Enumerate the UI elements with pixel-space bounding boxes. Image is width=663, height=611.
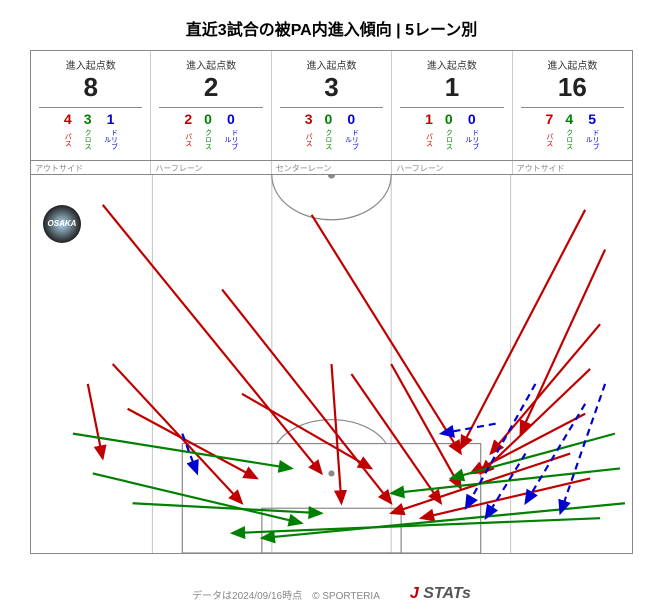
lane-cross-label: クロス: [325, 128, 332, 152]
lane-breakdown: 3パス0クロス0ドリブル: [272, 112, 391, 151]
lane-dribble-count: 1: [107, 112, 115, 127]
arrow-pass: [332, 364, 342, 503]
lane-header-label: 進入起点数: [272, 57, 391, 72]
lane-cross-label: クロス: [84, 128, 91, 152]
arrow-dribble: [560, 383, 605, 512]
lane-name: アウトサイド: [31, 161, 151, 174]
lane-total: 16: [521, 72, 624, 108]
arrow-pass: [391, 364, 461, 488]
lane-names-row: アウトサイドハーフレーンセンターレーンハーフレーンアウトサイド: [30, 160, 633, 174]
lane-total: 8: [39, 72, 142, 108]
lane-cross-label: クロス: [445, 128, 452, 152]
lane-total: 3: [280, 72, 383, 108]
lane-dribble-label: ドリブル: [585, 128, 599, 152]
lane-column: 進入起点数33パス0クロス0ドリブル: [272, 51, 392, 160]
arrow-dribble: [525, 403, 585, 502]
arrow-pass: [312, 214, 461, 453]
lane-dribble-count: 0: [227, 112, 235, 127]
pitch-svg: [31, 175, 632, 553]
lane-breakdown: 1パス0クロス0ドリブル: [392, 112, 511, 151]
lane-column: 進入起点数16 7パス 4クロス 5ドリブル: [513, 51, 632, 160]
lane-breakdown: 2パス0クロス0ドリブル: [151, 112, 270, 151]
lane-pass-label: パス: [64, 128, 71, 152]
lane-pass-label: パス: [426, 128, 433, 152]
arrow-pass: [521, 249, 606, 433]
chart-container: 直近3試合の被PA内進入傾向 | 5レーン別 進入起点数84パス3クロス1ドリブ…: [0, 0, 663, 611]
lane-header-label: 進入起点数: [513, 57, 632, 72]
lane-pass-label: パス: [546, 128, 553, 152]
arrow-pass: [471, 413, 585, 473]
lane-dribble-count: 0: [468, 112, 476, 127]
lane-column: 進入起点数11パス0クロス0ドリブル: [392, 51, 512, 160]
lane-pass-count: 4: [64, 112, 72, 127]
lane-pass-count: 1: [425, 112, 433, 127]
lane-pass-count: 7: [546, 112, 554, 127]
lane-name: ハーフレーン: [151, 161, 271, 174]
lane-cross-label: クロス: [566, 128, 573, 152]
lane-pass-label: パス: [185, 128, 192, 152]
lane-header-label: 進入起点数: [392, 57, 511, 72]
lane-column: 進入起点数8 4パス 3クロス 1ドリブル: [31, 51, 151, 160]
lane-name: センターレーン: [272, 161, 392, 174]
lane-dribble-label: ドリブル: [465, 128, 479, 152]
logo-text: STATs: [419, 585, 471, 602]
lane-breakdown: 4パス 3クロス 1ドリブル: [31, 112, 150, 151]
lane-name: ハーフレーン: [392, 161, 512, 174]
lane-dribble-label: ドリブル: [224, 128, 238, 152]
lanes-header: 進入起点数84パス3クロス1ドリブル進入起点数22パス0クロス0ドリブル進入起点…: [30, 50, 633, 160]
pitch: OSAKA: [30, 174, 633, 554]
lane-dribble-count: 5: [588, 112, 596, 127]
lane-cross-count: 4: [565, 112, 573, 127]
lane-cross-label: クロス: [205, 128, 212, 152]
footer-logo: J STATs: [410, 585, 471, 603]
footer-note: データは2024/09/16時点 © SPORTERIA: [192, 587, 380, 602]
lane-total: 2: [159, 72, 262, 108]
arrow-pass: [351, 374, 441, 503]
arrow-cross: [93, 473, 302, 523]
lane-dribble-count: 0: [347, 112, 355, 127]
lane-column: 進入起点数22パス0クロス0ドリブル: [151, 51, 271, 160]
lane-total: 1: [400, 72, 503, 108]
lane-pass-label: パス: [305, 128, 312, 152]
lane-name: アウトサイド: [513, 161, 632, 174]
lane-dribble-label: ドリブル: [344, 128, 358, 152]
lane-cross-count: 0: [325, 112, 333, 127]
lane-breakdown: 7パス 4クロス 5ドリブル: [513, 112, 632, 151]
lane-dribble-label: ドリブル: [104, 128, 118, 152]
arrow-pass: [103, 204, 322, 473]
lane-cross-count: 0: [445, 112, 453, 127]
lane-header-label: 進入起点数: [151, 57, 270, 72]
lane-pass-count: 3: [305, 112, 313, 127]
arrow-pass: [461, 209, 585, 448]
arrow-pass: [88, 383, 103, 458]
footer: データは2024/09/16時点 © SPORTERIA J STATs: [0, 585, 663, 603]
lane-cross-count: 3: [84, 112, 92, 127]
lane-cross-count: 0: [204, 112, 212, 127]
logo-j-icon: J: [410, 585, 419, 602]
lane-pass-count: 2: [184, 112, 192, 127]
lane-header-label: 進入起点数: [31, 57, 150, 72]
arrow-pass: [242, 393, 371, 468]
chart-title: 直近3試合の被PA内進入傾向 | 5レーン別: [30, 10, 633, 50]
